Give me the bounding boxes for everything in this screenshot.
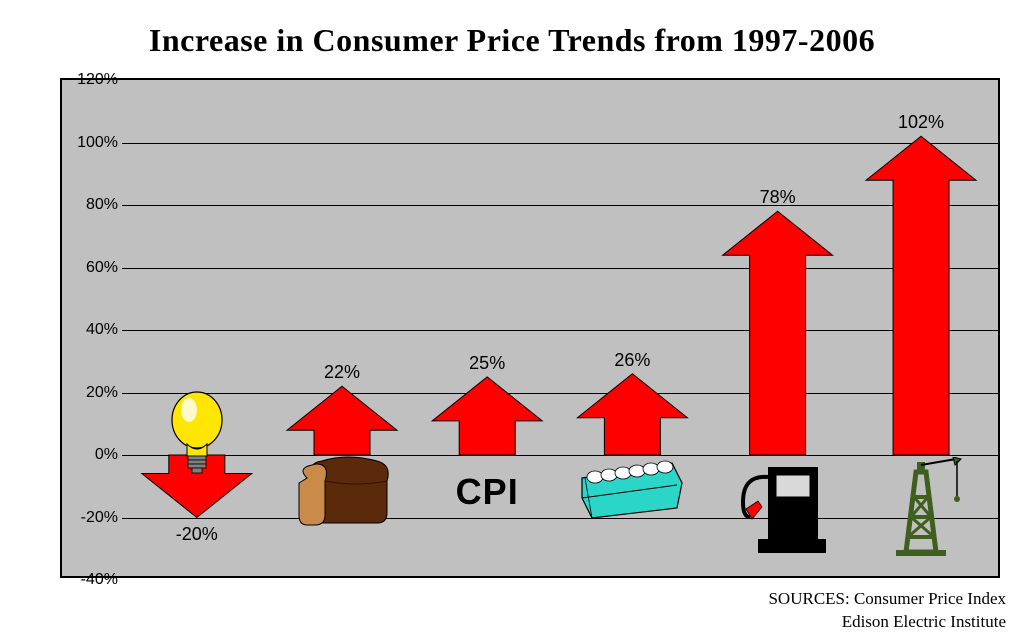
chart-title: Increase in Consumer Price Trends from 1… bbox=[0, 0, 1024, 59]
arrow-natural-gas bbox=[122, 80, 1002, 580]
sources-text: SOURCES: Consumer Price Index Edison Elec… bbox=[768, 588, 1006, 634]
y-axis-label: 60% bbox=[62, 259, 118, 277]
y-axis-label: -40% bbox=[62, 571, 118, 589]
value-label-natural-gas: 102% bbox=[898, 112, 944, 133]
page: Increase in Consumer Price Trends from 1… bbox=[0, 0, 1024, 642]
chart-area: -20% 22% 25%CPI26% 78% 102% bbox=[60, 78, 1000, 578]
y-axis-label: 0% bbox=[62, 446, 118, 464]
y-axis-label: 120% bbox=[62, 71, 118, 89]
category-icon-natural-gas bbox=[871, 457, 971, 562]
sources-prefix: SOURCES: bbox=[768, 589, 849, 608]
y-axis-label: 20% bbox=[62, 384, 118, 402]
y-axis-label: 100% bbox=[62, 134, 118, 152]
y-axis-label: 40% bbox=[62, 321, 118, 339]
y-axis-label: -20% bbox=[62, 509, 118, 527]
plot-area: -20% 22% 25%CPI26% 78% 102% bbox=[122, 80, 998, 576]
sources-line1: Consumer Price Index bbox=[854, 589, 1006, 608]
sources-line2: Edison Electric Institute bbox=[842, 612, 1006, 631]
gas-well-icon bbox=[871, 457, 971, 557]
y-axis-label: 80% bbox=[62, 196, 118, 214]
